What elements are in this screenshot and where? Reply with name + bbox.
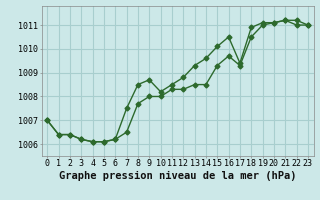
- X-axis label: Graphe pression niveau de la mer (hPa): Graphe pression niveau de la mer (hPa): [59, 171, 296, 181]
